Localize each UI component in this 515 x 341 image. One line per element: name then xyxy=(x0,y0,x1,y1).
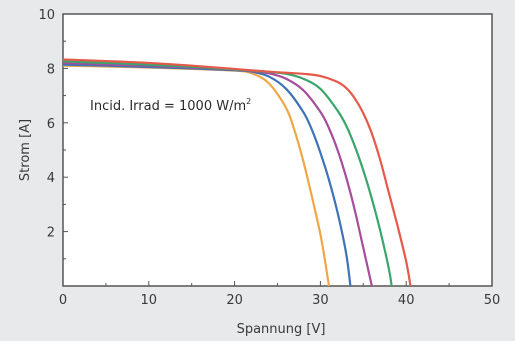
series-line-5 xyxy=(62,58,412,287)
axes-group: 0 10 20 30 40 50 2 4 6 8 10 xyxy=(38,8,500,308)
y-axis-title: Strom [A] xyxy=(18,119,33,181)
y-tick-label: 6 xyxy=(47,117,55,132)
x-tick-label: 0 xyxy=(59,293,67,308)
series-line-2 xyxy=(62,63,352,287)
y-tick-label: 2 xyxy=(47,226,55,241)
x-tick-label: 20 xyxy=(226,293,243,308)
series-line-4 xyxy=(62,60,393,287)
annotation-superscript: 2 xyxy=(246,97,251,106)
annotation-text: Incid. Irrad = 1000 W/m2 xyxy=(90,97,251,114)
annotation-main: Incid. Irrad = 1000 W/m xyxy=(90,99,246,114)
x-tick-label: 50 xyxy=(484,293,501,308)
x-tick-label: 10 xyxy=(141,293,158,308)
y-tick-label: 10 xyxy=(38,8,55,23)
plot-area xyxy=(62,13,493,287)
x-axis-title: Spannung [V] xyxy=(237,322,326,337)
y-tick-label: 4 xyxy=(47,171,55,186)
y-tick-label: 8 xyxy=(47,62,55,77)
curve-group xyxy=(62,58,412,287)
x-tick-label: 30 xyxy=(312,293,329,308)
x-tick-label: 40 xyxy=(398,293,415,308)
